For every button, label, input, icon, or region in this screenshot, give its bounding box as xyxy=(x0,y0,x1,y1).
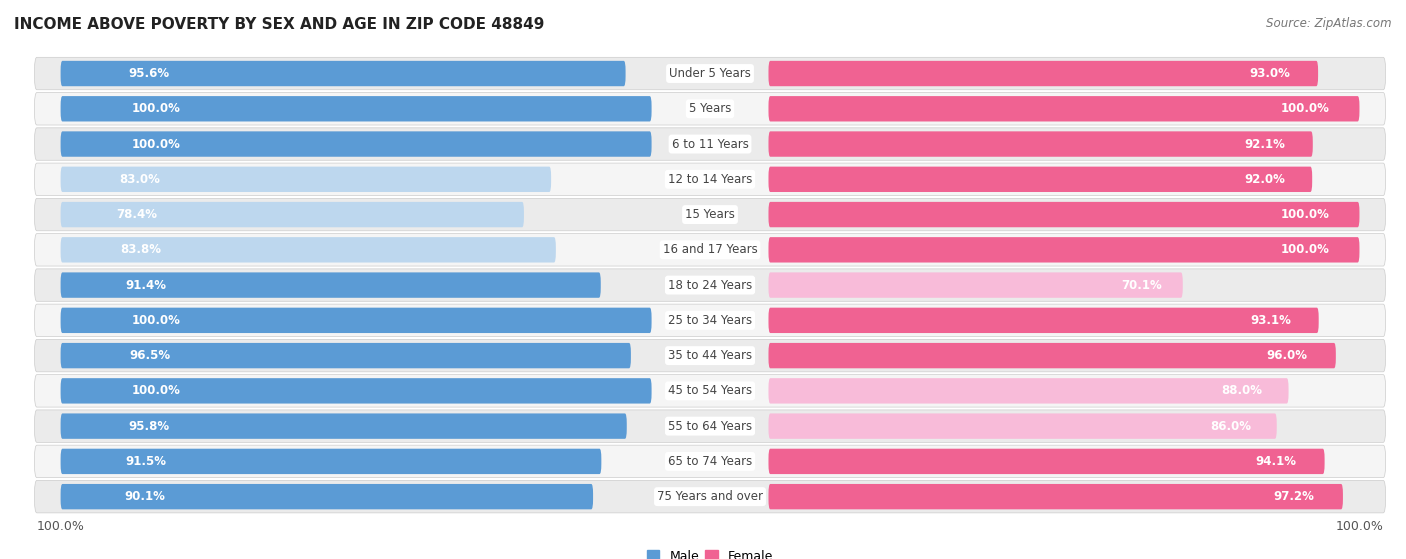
Text: 100.0%: 100.0% xyxy=(132,102,180,115)
Text: 83.8%: 83.8% xyxy=(120,243,162,257)
Text: 91.4%: 91.4% xyxy=(125,278,166,292)
FancyBboxPatch shape xyxy=(769,167,1312,192)
Text: 86.0%: 86.0% xyxy=(1211,420,1251,433)
Text: 95.8%: 95.8% xyxy=(128,420,170,433)
Legend: Male, Female: Male, Female xyxy=(643,544,778,559)
Text: 95.6%: 95.6% xyxy=(128,67,170,80)
Text: 96.0%: 96.0% xyxy=(1267,349,1308,362)
FancyBboxPatch shape xyxy=(35,304,1385,337)
FancyBboxPatch shape xyxy=(60,272,600,298)
Text: 100.0%: 100.0% xyxy=(1281,102,1330,115)
FancyBboxPatch shape xyxy=(60,237,555,263)
Text: 75 Years and over: 75 Years and over xyxy=(657,490,763,503)
FancyBboxPatch shape xyxy=(35,375,1385,407)
FancyBboxPatch shape xyxy=(769,272,1182,298)
Text: 93.1%: 93.1% xyxy=(1250,314,1291,327)
FancyBboxPatch shape xyxy=(35,445,1385,477)
FancyBboxPatch shape xyxy=(769,61,1317,86)
FancyBboxPatch shape xyxy=(60,378,651,404)
FancyBboxPatch shape xyxy=(60,96,651,121)
FancyBboxPatch shape xyxy=(769,96,1360,121)
Text: 91.5%: 91.5% xyxy=(125,455,166,468)
Text: 90.1%: 90.1% xyxy=(125,490,166,503)
FancyBboxPatch shape xyxy=(769,343,1336,368)
FancyBboxPatch shape xyxy=(35,269,1385,301)
Text: 92.1%: 92.1% xyxy=(1244,138,1285,150)
FancyBboxPatch shape xyxy=(35,198,1385,231)
Text: 35 to 44 Years: 35 to 44 Years xyxy=(668,349,752,362)
FancyBboxPatch shape xyxy=(35,234,1385,266)
FancyBboxPatch shape xyxy=(35,163,1385,196)
FancyBboxPatch shape xyxy=(769,131,1313,157)
FancyBboxPatch shape xyxy=(769,449,1324,474)
Text: 15 Years: 15 Years xyxy=(685,208,735,221)
FancyBboxPatch shape xyxy=(35,480,1385,513)
Text: 6 to 11 Years: 6 to 11 Years xyxy=(672,138,748,150)
FancyBboxPatch shape xyxy=(60,343,631,368)
FancyBboxPatch shape xyxy=(60,202,524,228)
Text: 25 to 34 Years: 25 to 34 Years xyxy=(668,314,752,327)
Text: INCOME ABOVE POVERTY BY SEX AND AGE IN ZIP CODE 48849: INCOME ABOVE POVERTY BY SEX AND AGE IN Z… xyxy=(14,17,544,32)
FancyBboxPatch shape xyxy=(60,167,551,192)
Text: 70.1%: 70.1% xyxy=(1122,278,1161,292)
FancyBboxPatch shape xyxy=(60,131,651,157)
Text: Under 5 Years: Under 5 Years xyxy=(669,67,751,80)
Text: 92.0%: 92.0% xyxy=(1244,173,1285,186)
FancyBboxPatch shape xyxy=(60,307,651,333)
Text: 100.0%: 100.0% xyxy=(132,138,180,150)
FancyBboxPatch shape xyxy=(35,339,1385,372)
FancyBboxPatch shape xyxy=(769,237,1360,263)
FancyBboxPatch shape xyxy=(769,202,1360,228)
FancyBboxPatch shape xyxy=(35,128,1385,160)
Text: 83.0%: 83.0% xyxy=(120,173,160,186)
Text: Source: ZipAtlas.com: Source: ZipAtlas.com xyxy=(1267,17,1392,30)
Text: 18 to 24 Years: 18 to 24 Years xyxy=(668,278,752,292)
FancyBboxPatch shape xyxy=(60,484,593,509)
Text: 100.0%: 100.0% xyxy=(1281,243,1330,257)
Text: 100.0%: 100.0% xyxy=(132,314,180,327)
FancyBboxPatch shape xyxy=(60,414,627,439)
Text: 94.1%: 94.1% xyxy=(1256,455,1296,468)
FancyBboxPatch shape xyxy=(769,414,1277,439)
Text: 88.0%: 88.0% xyxy=(1222,385,1263,397)
Text: 45 to 54 Years: 45 to 54 Years xyxy=(668,385,752,397)
FancyBboxPatch shape xyxy=(35,93,1385,125)
FancyBboxPatch shape xyxy=(769,484,1343,509)
FancyBboxPatch shape xyxy=(769,378,1288,404)
Text: 100.0%: 100.0% xyxy=(132,385,180,397)
FancyBboxPatch shape xyxy=(60,449,602,474)
Text: 16 and 17 Years: 16 and 17 Years xyxy=(662,243,758,257)
Text: 5 Years: 5 Years xyxy=(689,102,731,115)
Text: 65 to 74 Years: 65 to 74 Years xyxy=(668,455,752,468)
FancyBboxPatch shape xyxy=(35,410,1385,442)
Text: 96.5%: 96.5% xyxy=(129,349,170,362)
Text: 93.0%: 93.0% xyxy=(1250,67,1291,80)
Text: 100.0%: 100.0% xyxy=(1281,208,1330,221)
FancyBboxPatch shape xyxy=(35,58,1385,90)
Text: 97.2%: 97.2% xyxy=(1274,490,1315,503)
Text: 12 to 14 Years: 12 to 14 Years xyxy=(668,173,752,186)
Text: 78.4%: 78.4% xyxy=(117,208,157,221)
Text: 55 to 64 Years: 55 to 64 Years xyxy=(668,420,752,433)
FancyBboxPatch shape xyxy=(60,61,626,86)
FancyBboxPatch shape xyxy=(769,307,1319,333)
